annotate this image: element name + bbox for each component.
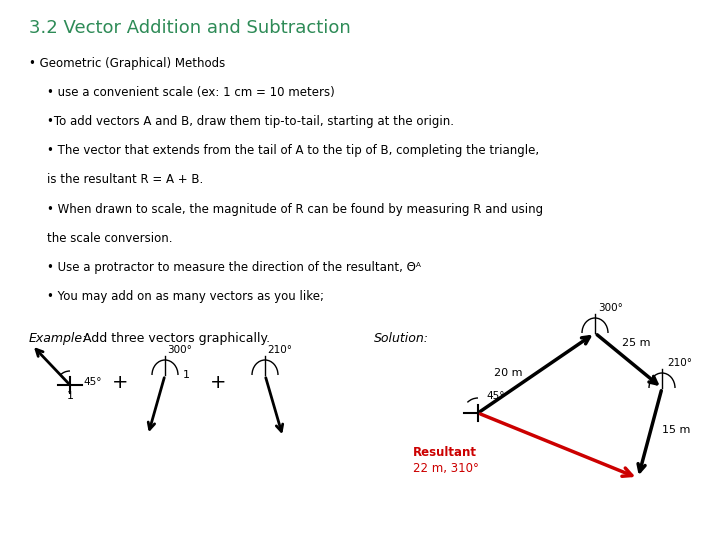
Text: 15 m: 15 m	[662, 425, 690, 435]
Text: • When drawn to scale, the magnitude of R can be found by measuring R and using: • When drawn to scale, the magnitude of …	[47, 202, 543, 215]
Text: 300°: 300°	[167, 345, 192, 355]
Text: +: +	[112, 373, 128, 392]
Text: 1: 1	[183, 370, 190, 380]
Text: 210°: 210°	[267, 345, 292, 355]
Text: • Use a protractor to measure the direction of the resultant, Θᴬ: • Use a protractor to measure the direct…	[47, 261, 420, 274]
Text: Resultant: Resultant	[413, 446, 477, 459]
Text: 45°: 45°	[486, 391, 505, 401]
Text: 3.2 Vector Addition and Subtraction: 3.2 Vector Addition and Subtraction	[29, 19, 351, 37]
Text: 22 m, 310°: 22 m, 310°	[413, 462, 479, 475]
Text: 210°: 210°	[667, 358, 692, 368]
Text: +: +	[210, 373, 226, 392]
Text: 20 m: 20 m	[494, 368, 523, 378]
Text: 1: 1	[66, 391, 73, 401]
Text: Solution:: Solution:	[374, 332, 429, 345]
Text: Example:: Example:	[29, 332, 87, 345]
Text: Add three vectors graphically.: Add three vectors graphically.	[83, 332, 270, 345]
Text: 45°: 45°	[83, 377, 102, 387]
Text: 25 m: 25 m	[622, 339, 651, 348]
Text: • use a convenient scale (ex: 1 cm = 10 meters): • use a convenient scale (ex: 1 cm = 10 …	[47, 86, 335, 99]
Text: •To add vectors A and B, draw them tip-to-tail, starting at the origin.: •To add vectors A and B, draw them tip-t…	[47, 115, 454, 128]
Text: 300°: 300°	[598, 303, 623, 313]
Text: • The vector that extends from the tail of A to the tip of B, completing the tri: • The vector that extends from the tail …	[47, 144, 539, 157]
Text: • Geometric (Graphical) Methods: • Geometric (Graphical) Methods	[29, 57, 225, 70]
Text: the scale conversion.: the scale conversion.	[47, 232, 172, 245]
Text: is the resultant R = A + B.: is the resultant R = A + B.	[47, 173, 203, 186]
Text: • You may add on as many vectors as you like;: • You may add on as many vectors as you …	[47, 290, 328, 303]
